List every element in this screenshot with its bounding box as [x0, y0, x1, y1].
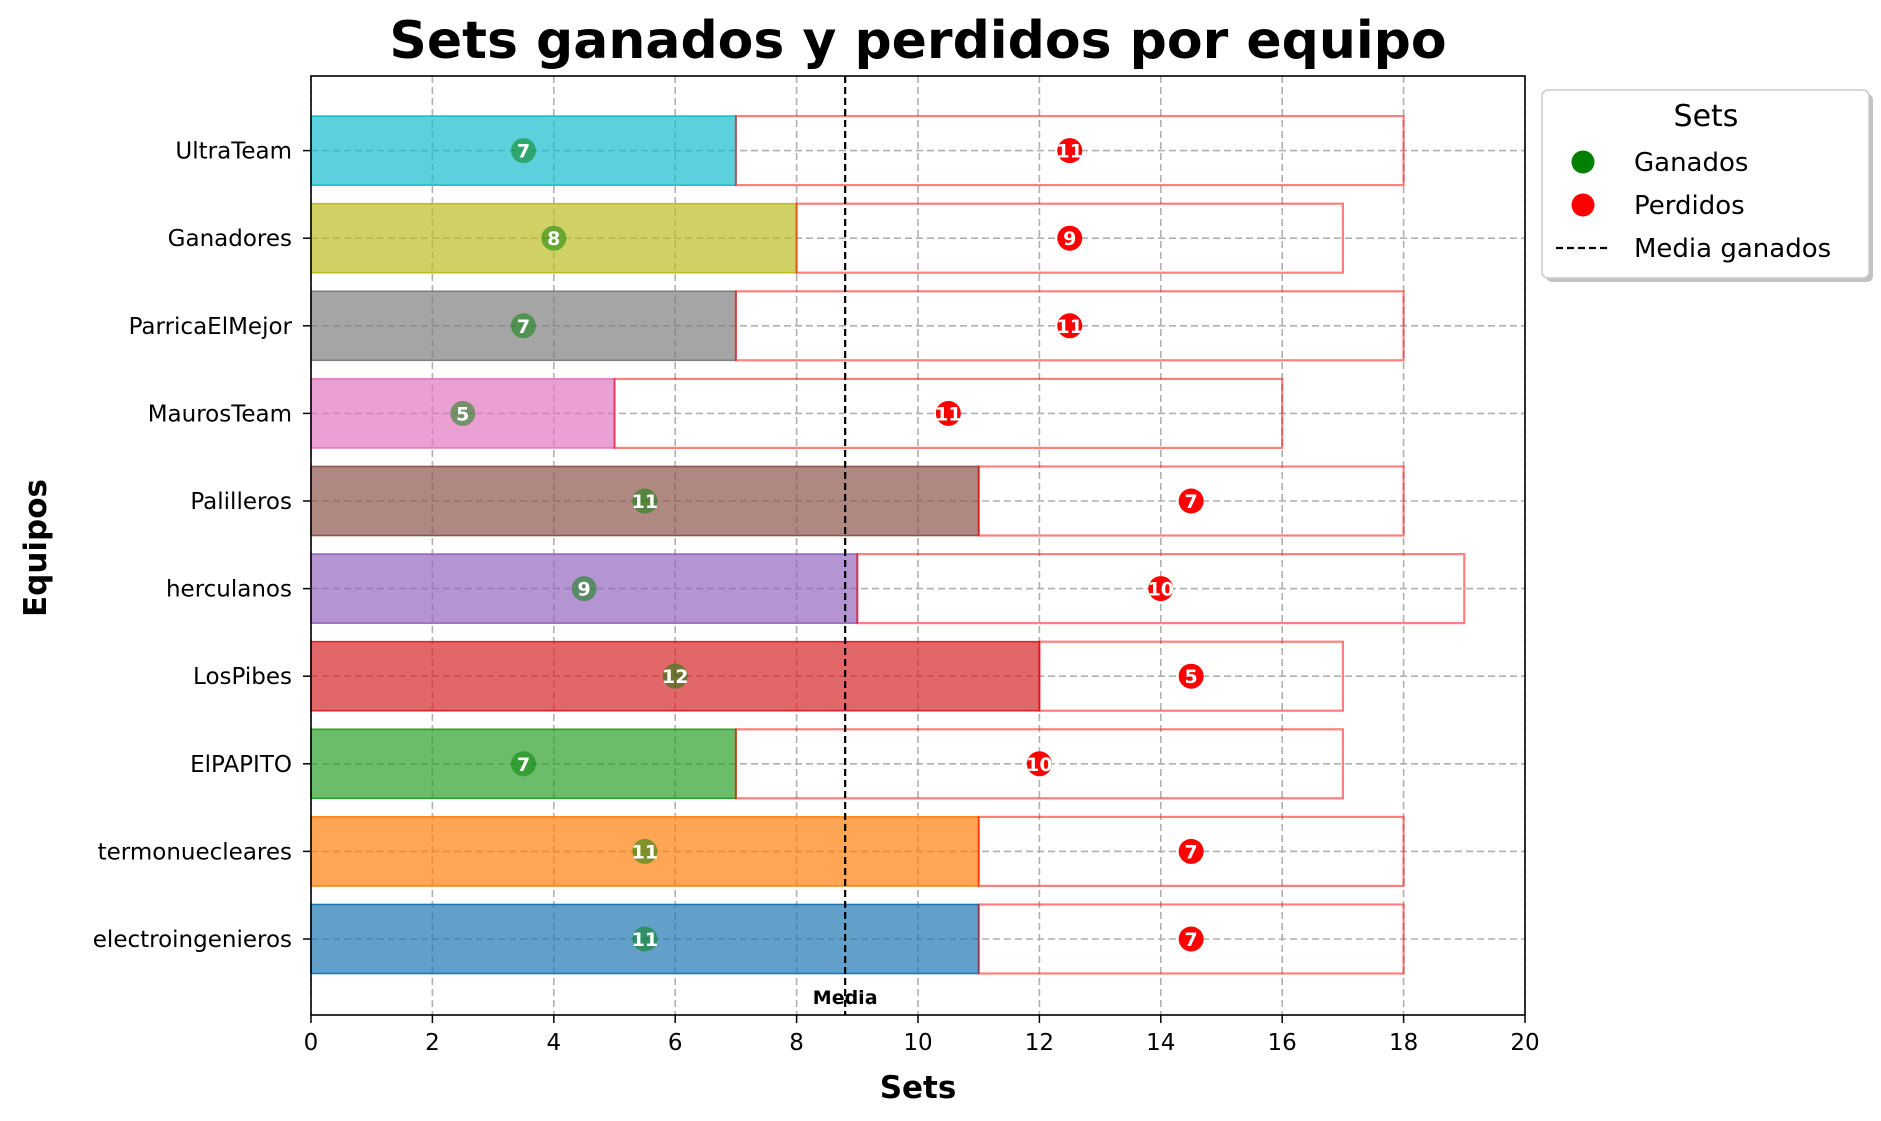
x-tick-label: 2 [425, 1030, 440, 1056]
point-ganados [662, 663, 688, 689]
legend-entries: Ganados Perdidos Media ganados [1556, 148, 1831, 264]
point-label-ganados: 9 [578, 579, 591, 601]
x-tick-label: 20 [1510, 1030, 1539, 1056]
point-perdidos [1178, 926, 1204, 952]
point-label-ganados: 11 [632, 841, 658, 863]
point-label-perdidos: 10 [1148, 579, 1174, 601]
point-label-perdidos: 7 [1185, 841, 1198, 863]
x-tick-label: 12 [1025, 1030, 1054, 1056]
legend: Sets Ganados Perdidos Media ganados [1541, 89, 1873, 282]
point-label-ganados: 7 [517, 316, 530, 338]
point-perdidos [1178, 663, 1204, 689]
y-tick-label: LosPibes [193, 664, 292, 690]
y-tick-label: ElPAPITO [190, 752, 292, 778]
bar-perdidos [734, 728, 1345, 800]
x-tick-label: 4 [546, 1030, 561, 1056]
y-tick-label: UltraTeam [175, 139, 292, 165]
bar-perdidos [734, 114, 1405, 187]
point-perdidos [1057, 225, 1083, 251]
bar-perdidos [977, 465, 1405, 537]
point-ganados [510, 313, 536, 339]
bar-perdidos [977, 903, 1405, 975]
x-tick-label: 0 [304, 1030, 319, 1056]
legend-marker-perdidos [1571, 193, 1595, 217]
point-label-ganados: 7 [517, 141, 530, 163]
point-label-ganados: 11 [632, 491, 658, 513]
point-label-perdidos: 11 [935, 403, 961, 425]
point-ganados [450, 400, 476, 426]
x-tick-label: 14 [1146, 1030, 1175, 1056]
legend-title: Sets [1674, 99, 1739, 134]
point-ganados [571, 576, 597, 602]
point-label-perdidos: 11 [1057, 141, 1083, 163]
point-label-ganados: 7 [517, 754, 530, 776]
bar-perdidos [613, 377, 1284, 449]
legend-label: Media ganados [1634, 234, 1831, 264]
point-perdidos [1178, 838, 1204, 864]
legend-label: Perdidos [1634, 191, 1745, 221]
point-perdidos [935, 400, 961, 426]
x-tick-label: 18 [1389, 1030, 1418, 1056]
y-tick-label: Ganadores [168, 226, 292, 252]
point-ganados [632, 838, 658, 864]
point-label-perdidos: 7 [1185, 491, 1198, 513]
legend-marker-ganados [1571, 150, 1595, 174]
legend-label: Ganados [1634, 148, 1748, 178]
y-axis-title: Equipos [18, 479, 54, 617]
mean-line-group: Media [813, 76, 878, 1015]
x-axis-title: Sets [880, 1070, 957, 1106]
y-tick-label: Palilleros [190, 489, 292, 515]
bar-perdidos [977, 815, 1405, 888]
x-tick-label: 6 [668, 1030, 683, 1056]
bar-perdidos [795, 202, 1344, 274]
point-ganados [632, 926, 658, 952]
point-perdidos [1148, 576, 1174, 602]
mean-line-label: Media [813, 987, 878, 1009]
y-tick-label: termonuecleares [98, 839, 292, 865]
x-tick-label: 8 [789, 1030, 804, 1056]
y-tick-label: MaurosTeam [148, 401, 292, 427]
y-tick-label: herculanos [166, 577, 292, 603]
bar-perdidos [1038, 640, 1345, 712]
y-tick-label: electroingenieros [93, 927, 292, 953]
x-tick-label: 16 [1268, 1030, 1297, 1056]
point-label-ganados: 5 [456, 403, 469, 425]
y-axis: electroingenieros termonuecleares ElPAPITO… [93, 139, 311, 953]
point-label-perdidos: 5 [1185, 666, 1198, 688]
x-tick-label: 10 [903, 1030, 932, 1056]
points-group: 11 7 11 7 7 10 12 5 9 10 11 7 5 11 7 11 8 9 7 11 [450, 138, 1204, 952]
chart-title: Sets ganados y perdidos por equipo [389, 11, 1446, 71]
point-label-perdidos: 9 [1063, 228, 1076, 250]
point-ganados [510, 138, 536, 164]
bar-perdidos [856, 552, 1466, 625]
point-ganados [510, 751, 536, 777]
bar-perdidos [734, 290, 1405, 362]
point-perdidos [1178, 488, 1204, 514]
point-label-perdidos: 11 [1057, 316, 1083, 338]
point-label-ganados: 11 [632, 929, 658, 951]
point-ganados [632, 488, 658, 514]
point-label-ganados: 12 [662, 666, 688, 688]
point-perdidos [1026, 751, 1052, 777]
point-label-perdidos: 10 [1026, 754, 1052, 776]
point-label-perdidos: 7 [1185, 929, 1198, 951]
y-tick-label: ParricaElMejor [129, 314, 293, 340]
point-perdidos [1057, 138, 1083, 164]
point-perdidos [1057, 313, 1083, 339]
legend-box [1541, 89, 1870, 279]
point-ganados [541, 225, 567, 251]
x-axis: 0 2 4 6 8 10 12 14 16 18 20 [304, 1015, 1540, 1056]
point-label-ganados: 8 [547, 228, 560, 250]
